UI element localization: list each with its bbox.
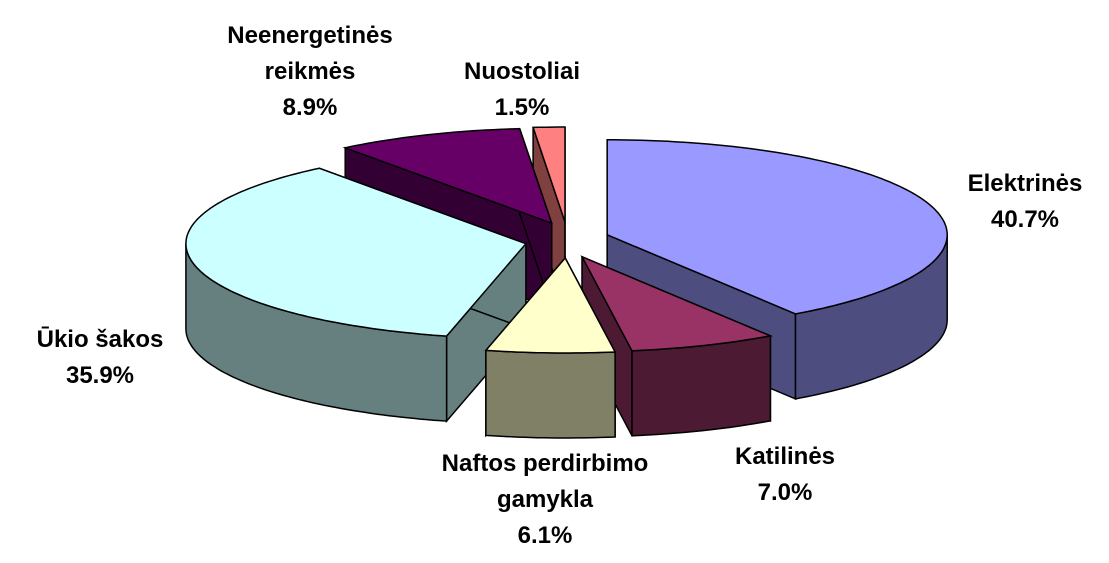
value-label: 7.0% <box>757 479 813 506</box>
slice-top <box>606 139 948 315</box>
slice-side <box>485 349 616 439</box>
data-label: Neenergetinės reikmės 8.9% <box>190 18 430 126</box>
slice-top <box>532 126 566 223</box>
value-label: 40.7% <box>990 206 1060 233</box>
category-label: Ūkio šakos <box>36 326 164 353</box>
value-label: 8.9% <box>282 94 338 121</box>
category-label: Elektrinės <box>967 170 1083 197</box>
slice-top <box>185 167 528 337</box>
slice-side <box>631 335 772 437</box>
data-label: Naftos perdirbimo gamykla 6.1% <box>395 446 695 554</box>
category-label: Neenergetinės reikmės <box>227 22 393 85</box>
slice <box>580 255 774 437</box>
slice-top <box>580 255 774 352</box>
value-label: 1.5% <box>494 94 550 121</box>
slice-top <box>484 256 617 354</box>
value-label: 35.9% <box>65 362 135 389</box>
data-label: Katilinės 7.0% <box>685 439 885 511</box>
slice <box>484 255 617 439</box>
data-label: Elektrinės 40.7% <box>925 166 1109 238</box>
data-label: Nuostoliai 1.5% <box>422 54 622 126</box>
data-label: Ūkio šakos 35.9% <box>0 322 200 394</box>
value-label: 6.1% <box>517 522 573 549</box>
category-label: Nuostoliai <box>463 58 580 85</box>
slice <box>185 167 528 424</box>
slice-top <box>342 127 553 225</box>
category-label: Katilinės <box>734 443 836 470</box>
category-label: Naftos perdirbimo gamykla <box>441 450 649 513</box>
